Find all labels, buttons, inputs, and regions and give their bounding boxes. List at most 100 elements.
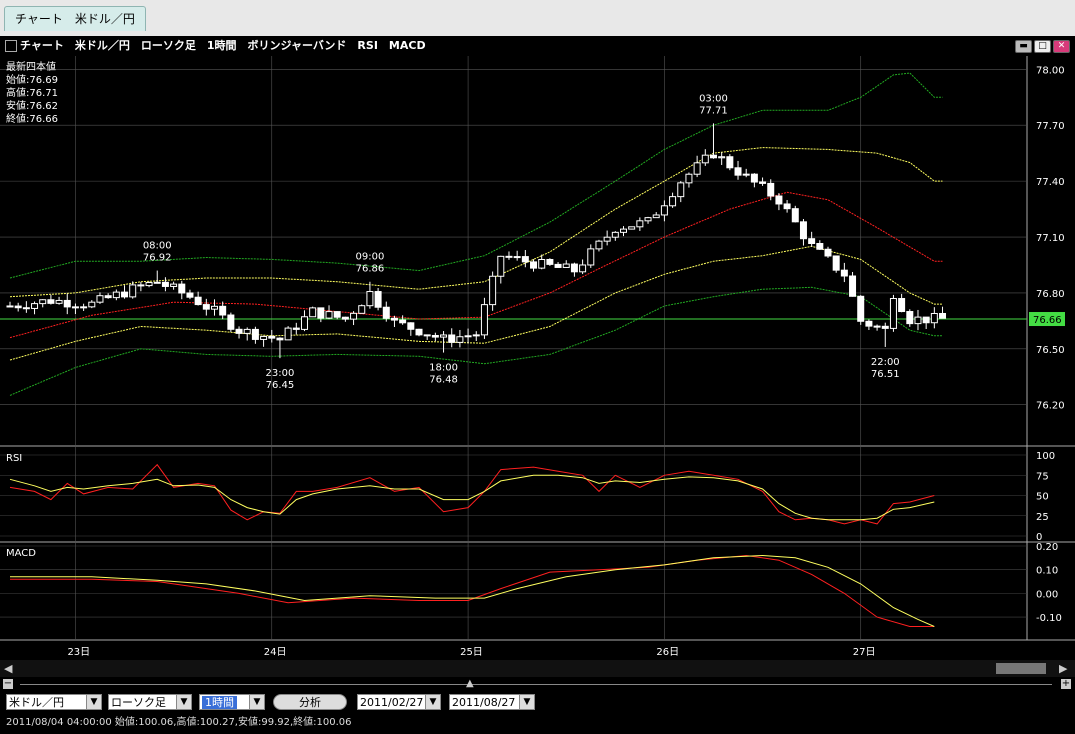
chevron-down-icon[interactable]: ▼ [86,695,101,709]
candle-body [783,203,791,210]
period-select[interactable]: 1時間 ▼ [199,694,265,710]
candle-body [660,205,668,216]
y-tick-label: 76.50 [1036,345,1065,356]
x-tick-label: 23日 [67,647,90,658]
zoom-slider[interactable]: − ▲ + [0,678,1075,691]
rsi-tick-label: 0 [1036,532,1042,543]
candle-body [268,335,276,339]
candle-body [260,335,268,340]
candle-body [129,284,137,298]
close-icon[interactable]: ✕ [1053,40,1070,53]
date-from-value: 2011/02/27 [360,696,424,709]
candle-body [677,182,685,198]
annotation-time: 18:00 [429,363,458,374]
candle-body [137,284,145,287]
candle-body [350,312,358,320]
candle-body [227,314,235,330]
y-tick-label: 77.40 [1036,177,1065,188]
candle-body [906,311,914,325]
band-2sigma-upper [9,72,943,279]
candle-body [709,154,717,159]
zoom-out-icon[interactable]: − [3,678,13,689]
candle-body [178,283,186,294]
candle-body [930,312,938,324]
window-checkbox[interactable] [5,40,17,52]
candle-body [538,258,546,269]
candle-body [816,243,824,250]
tab-chart-usdjpy[interactable]: チャート 米ドル／円 [4,6,146,31]
macd-line [10,554,935,627]
candle-body [636,220,644,228]
candle-body [889,298,897,329]
rsi-tick-label: 100 [1036,451,1055,462]
candle-body [300,316,308,330]
macd-panel [10,554,935,627]
scroll-right-icon[interactable]: ▶ [1059,662,1068,675]
annotation-time: 03:00 [699,93,728,104]
candle-body [374,291,382,308]
latest-high: 高値:76.71 [6,88,58,99]
candle-body [669,196,677,207]
candle-body [366,291,374,307]
candle-body [440,334,448,338]
candle-body [881,325,889,329]
y-tick-label: 77.10 [1036,233,1065,244]
candle-body [824,248,832,257]
analyze-button[interactable]: 分析 [273,694,347,710]
candle-body [849,275,857,297]
candle-body [644,217,652,222]
chart-type-select[interactable]: ローソク足 ▼ [108,694,192,710]
candle-body [309,307,317,318]
candle-body [333,311,341,318]
candle-body [407,322,415,330]
chevron-down-icon[interactable]: ▼ [519,695,534,709]
rsi-line [9,463,935,525]
annotation-price: 77.71 [699,105,728,116]
y-tick-label: 76.20 [1036,401,1065,412]
candle-body [914,316,922,325]
candle-body [521,256,529,263]
candle-body [530,261,538,269]
candle-body [579,264,587,273]
zoom-thumb[interactable]: ▲ [466,678,474,689]
macd-tick-label: 0.20 [1036,542,1058,553]
candle-body [808,238,816,245]
date-to-value: 2011/08/27 [452,696,516,709]
date-from-select[interactable]: 2011/02/27 ▼ [357,694,441,710]
candle-body [161,281,169,287]
candle-body [898,298,906,313]
y-tick-label: 77.70 [1036,121,1065,132]
scroll-thumb[interactable] [996,663,1046,674]
horizontal-scrollbar[interactable]: ◀ ▶ [0,660,1075,677]
symbol-select[interactable]: 米ドル／円 ▼ [6,694,102,710]
candle-body [562,263,570,268]
candle-body [186,292,194,298]
candle-body [104,295,112,299]
sma-line [9,191,943,339]
candle-body [431,334,439,338]
candle-body [497,255,505,277]
candle-body [325,311,333,319]
axis-labels: 78.00 77.70 77.40 77.10 76.80 76.50 76.20 100 75… [6,65,1065,658]
candle-body [211,305,218,310]
x-tick-label: 24日 [264,647,287,658]
candle-body [595,240,603,250]
y-tick-label: 76.80 [1036,289,1065,300]
minimize-icon[interactable]: ▬ [1015,40,1032,53]
macd-line [10,554,935,627]
zoom-in-icon[interactable]: + [1061,678,1071,689]
maximize-icon[interactable]: □ [1034,40,1051,53]
scroll-left-icon[interactable]: ◀ [4,662,13,675]
chevron-down-icon[interactable]: ▼ [249,695,264,709]
annotation-time: 23:00 [266,368,295,379]
chevron-down-icon[interactable]: ▼ [176,695,191,709]
macd-title: MACD [6,548,36,559]
chevron-down-icon[interactable]: ▼ [425,695,440,709]
macd-tick-label: -0.10 [1036,613,1062,624]
date-to-select[interactable]: 2011/08/27 ▼ [449,694,535,710]
candle-body [832,255,840,271]
candle-body [628,226,636,230]
candle-body [480,304,488,336]
candle-body [276,337,284,341]
